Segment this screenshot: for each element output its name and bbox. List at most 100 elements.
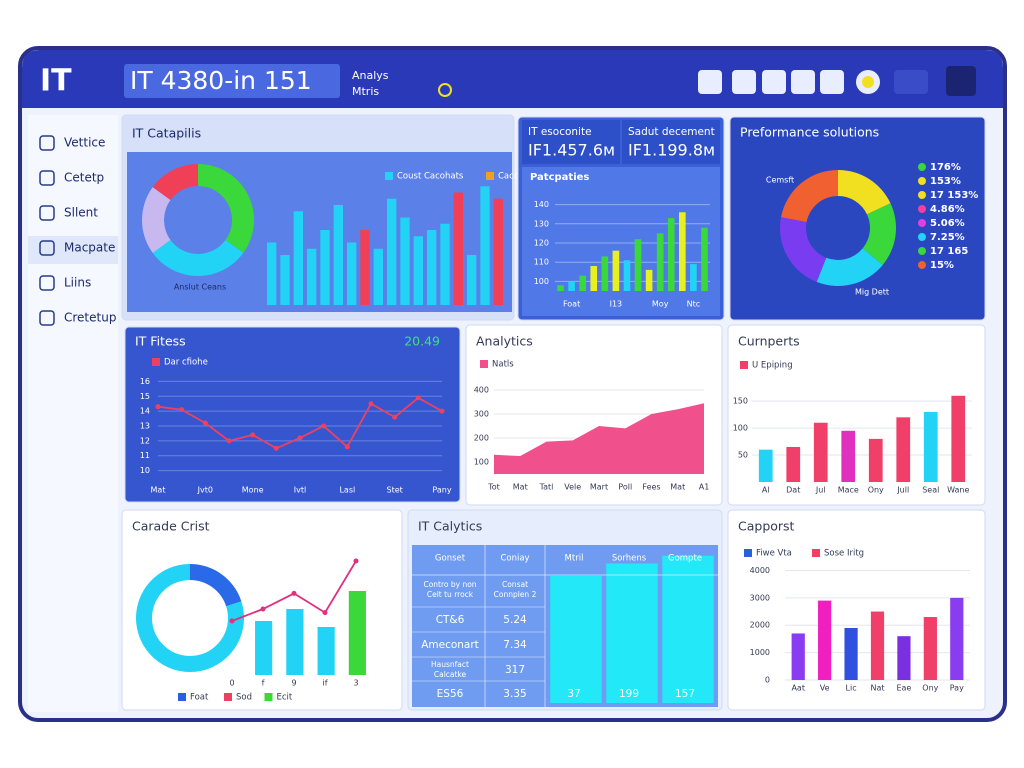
y-tick-label: 16 (140, 377, 150, 386)
bar (590, 266, 598, 291)
legend-swatch (918, 247, 926, 255)
icon-button[interactable] (698, 70, 722, 94)
x-tick-label: Fees (642, 483, 660, 492)
legend-swatch (744, 549, 752, 557)
bar (579, 275, 586, 291)
point (155, 404, 161, 410)
bar (612, 250, 620, 291)
bar (348, 591, 366, 675)
donut-label: Cemsft (766, 176, 794, 185)
table-cell: 3.35 (503, 688, 526, 700)
sidebar-item[interactable]: Sllent (64, 206, 98, 220)
table-cell: Celt tu rrock (427, 590, 474, 599)
table-header: Gonset (435, 554, 466, 564)
table-cell: Consat (502, 580, 528, 589)
y-tick-label: 15 (140, 392, 150, 401)
sidebar-item[interactable]: Cretetup (64, 311, 116, 325)
bar (480, 186, 490, 305)
bar (841, 430, 856, 482)
point (439, 408, 445, 414)
legend-swatch (812, 549, 820, 557)
x-tick-label: Mat (670, 483, 685, 492)
point (415, 395, 421, 401)
x-tick-label: Pay (950, 684, 964, 693)
sidebar-item[interactable]: Cetetp (64, 171, 104, 185)
point (353, 558, 359, 564)
y-tick-label: 3000 (750, 593, 770, 602)
icon-button[interactable] (732, 70, 756, 94)
point (202, 420, 208, 426)
x-tick-label: Lic (846, 684, 857, 693)
point (260, 606, 266, 612)
table-cell: 157 (675, 688, 695, 700)
panel-title: Carade Crist (132, 519, 210, 534)
x-tick-label: Poll (618, 483, 632, 492)
kpi-value: IF1.457.6м (528, 141, 615, 160)
sidebar-icon (39, 240, 55, 256)
bar (307, 248, 317, 305)
x-tick-label: f (262, 679, 265, 688)
sidebar-item[interactable]: Macpate (64, 241, 115, 255)
bar (786, 446, 801, 482)
legend-label: 5.06% (930, 218, 965, 229)
bar (951, 395, 966, 482)
header-menu[interactable]: Analys (352, 69, 389, 82)
bar (320, 230, 330, 305)
bar (568, 281, 575, 291)
x-tick-label: I13 (610, 300, 623, 309)
x-tick-label: Pany (432, 486, 451, 495)
legend-label: 153% (930, 176, 961, 187)
donut-slice (142, 187, 171, 253)
x-tick-label: Mat (513, 483, 528, 492)
point (229, 618, 235, 624)
donut-slice (838, 170, 891, 215)
point (226, 438, 232, 444)
x-tick-label: 9 (291, 679, 296, 688)
donut-slice (780, 217, 827, 282)
bar (701, 227, 708, 291)
point (368, 401, 374, 407)
table-cell: ES56 (437, 688, 464, 700)
icon-button[interactable] (762, 70, 786, 94)
panel-title: IT Fitess (135, 334, 186, 349)
bar (844, 627, 858, 680)
x-tick-label: Jull (896, 486, 909, 495)
panel (124, 326, 461, 503)
x-tick-label: Dat (786, 486, 800, 495)
y-tick-label: 4000 (750, 566, 770, 575)
sidebar-item[interactable]: Liins (64, 276, 91, 290)
bar (679, 212, 686, 291)
bar (550, 575, 602, 703)
legend-label: Coust Cacohats (397, 172, 464, 182)
x-tick-label: Seal (922, 486, 939, 495)
bar (813, 422, 828, 482)
donut-slice (135, 564, 244, 672)
avatar[interactable] (946, 66, 976, 96)
panel-value: 20.49 (404, 334, 440, 349)
kpi-card (622, 120, 720, 164)
icon-button[interactable] (791, 70, 815, 94)
logo: IT (40, 64, 72, 99)
bar (286, 609, 304, 675)
bar (557, 285, 564, 291)
y-tick-label: 1000 (750, 648, 770, 657)
bar (333, 205, 343, 305)
x-tick-label: A1 (699, 483, 710, 492)
icon-button[interactable] (820, 70, 844, 94)
legend-label: Sose Iritg (824, 549, 864, 559)
donut-slice (198, 164, 255, 253)
panel-title: Curnperts (738, 334, 800, 349)
table-cell: 37 (567, 688, 580, 700)
x-tick-label: Ony (922, 684, 938, 693)
header-menu[interactable]: Mtris (352, 85, 379, 98)
point (321, 423, 327, 429)
legend-label: 4.86% (930, 204, 965, 215)
sidebar-item[interactable]: Vettice (64, 136, 105, 150)
kpi-card (522, 120, 620, 164)
panel-inner (522, 167, 720, 316)
legend-label: U Epiping (752, 361, 793, 371)
x-tick-label: Foat (563, 300, 580, 309)
legend-label: Natls (492, 360, 514, 370)
y-tick-label: 120 (534, 239, 549, 248)
legend-swatch (224, 693, 232, 701)
